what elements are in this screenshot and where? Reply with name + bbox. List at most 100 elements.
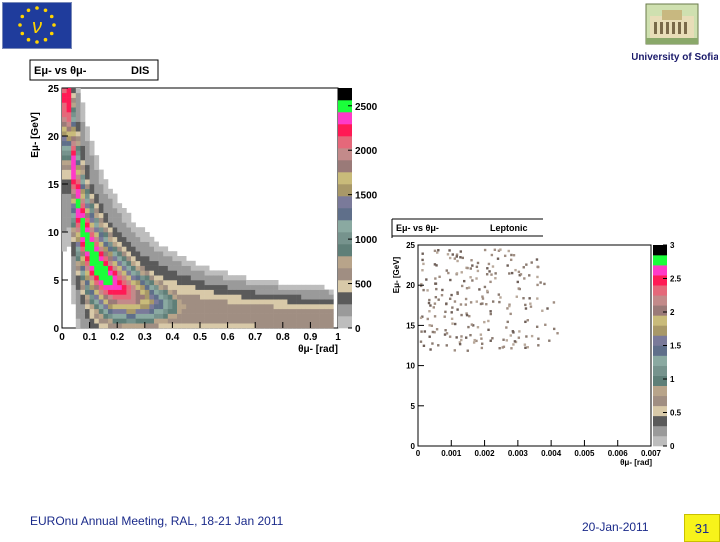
dis-cell [89,179,95,185]
dis-cell [80,227,86,233]
dis-cell [154,260,159,266]
lep-cell [453,349,456,352]
dis-cell [126,256,132,262]
lep-z-ticks: 0 0.5 1 1.5 2 2.5 3 [663,241,682,451]
dis-cell [177,313,182,319]
lep-cell [456,292,459,296]
dis-cell [273,313,279,319]
lep-cell [450,311,453,314]
dis-cell [135,265,141,271]
lep-cell [455,253,459,256]
lep-cell [501,346,504,349]
dis-cell [149,241,155,247]
dis-cell [149,299,155,305]
lep-cell [430,324,434,327]
dis-cell [310,299,316,305]
lep-cell [435,328,439,331]
dis-cell [94,164,100,170]
dis-cell [71,107,77,113]
dis-cell [94,256,100,262]
dis-cell [324,299,330,305]
dis-cell [195,275,201,281]
lep-scale-swatch [653,395,667,407]
university-building-icon: University of Sofia [631,3,719,63]
dis-x-tick-label: 0.2 [110,332,124,343]
dis-cell [135,294,141,300]
lep-cell [419,340,423,343]
lep-cell [451,306,454,309]
dis-cell [131,323,136,329]
dis-cell [62,227,67,233]
dis-cell [98,227,104,233]
lep-cell [506,307,509,310]
dis-cell [85,179,90,185]
dis-cell [131,251,136,257]
dis-cell [324,323,330,329]
dis-cell [287,323,293,329]
lep-scale-swatch [653,355,667,366]
dis-cell [140,236,146,242]
dis-cell [200,313,205,319]
lep-cell [509,334,512,337]
dis-cell [149,304,155,310]
dis-x-tick-label: 0.9 [303,332,317,343]
dis-x-tick-label: 1 [335,332,341,343]
dis-cell [172,299,178,305]
dis-cell [80,155,86,161]
dis-cell [121,232,127,238]
dis-cell [75,232,81,238]
lep-y-tick-label: 15 [406,321,415,330]
dis-cell [80,260,86,266]
dis-cell [154,299,159,305]
dis-cell [66,155,72,161]
dis-cell [89,236,95,242]
dis-cell [62,150,67,156]
dis-cell [200,318,205,324]
dis-cell [112,208,118,214]
dis-cell [296,289,302,295]
dis-cell [278,304,284,310]
dis-cell [121,212,127,218]
dis-cell [135,270,141,276]
dis-cell [80,308,86,314]
dis-cell [98,217,104,223]
dis-cell [117,217,123,223]
dis-cell [94,299,100,305]
lep-cell [470,259,473,262]
dis-cell [98,203,104,209]
dis-cell [287,299,293,305]
lep-title: Leptonic [490,223,528,233]
lep-cell [530,261,533,264]
lep-cell [512,254,516,257]
lep-x-tick-label: 0.005 [574,449,595,458]
dis-cell [218,289,224,295]
dis-cell [154,280,159,286]
dis-cell [121,222,127,228]
lep-cell [510,271,514,275]
dis-cell [250,318,256,324]
dis-cell [121,260,127,266]
dis-cell [103,265,109,271]
dis-cell [315,299,320,305]
lep-cell [448,249,451,252]
lep-cell [478,288,481,291]
dis-scale-swatch [338,304,352,317]
dis-cell [131,256,136,262]
dis-cell [85,203,90,209]
dis-cell [131,222,136,228]
dis-cell [186,284,192,290]
dis-cell [328,299,334,305]
dis-cell [131,275,136,281]
dis-cell [154,318,159,324]
dis-cell [232,318,238,324]
lep-cell [481,295,484,298]
dis-cell [121,275,127,281]
dis-cell [250,284,256,290]
footer-meeting: EUROnu Annual Meeting, RAL, 18-21 Jan 20… [30,514,284,528]
dis-x-tick-label: 0.5 [193,332,207,343]
dis-cell [163,318,169,324]
dis-cell [149,260,155,266]
dis-cell [117,246,123,252]
dis-cell [319,299,325,305]
dis-cell [200,275,205,281]
